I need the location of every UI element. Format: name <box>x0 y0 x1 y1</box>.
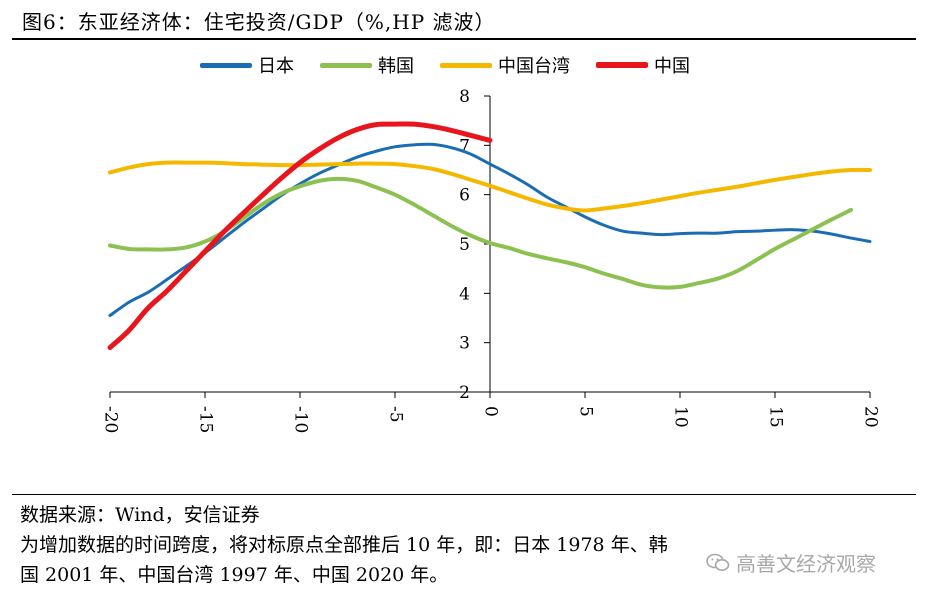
bottom-rule <box>12 494 916 495</box>
x-tick-label: -20 <box>101 406 121 433</box>
legend-swatch-japan <box>200 62 252 68</box>
y-tick-label: 4 <box>459 284 470 304</box>
y-tick-label: 8 <box>459 87 470 107</box>
legend-swatch-taiwan <box>440 62 492 68</box>
legend-item-korea: 韩国 <box>320 52 414 78</box>
series-line-taiwan <box>108 160 872 213</box>
source-note: 数据来源：Wind，安信证券 <box>20 504 260 526</box>
watermark-text: 高善文经济观察 <box>736 552 876 576</box>
legend-label-japan: 日本 <box>258 56 294 77</box>
chart-title: 图6：东亚经济体：住宅投资/GDP（%,HP 滤波） <box>22 10 496 34</box>
x-tick-label: -5 <box>386 406 406 423</box>
x-tick-label: 10 <box>671 406 691 428</box>
x-tick-label: -15 <box>196 406 216 433</box>
x-tick-label: 0 <box>481 406 501 417</box>
legend-swatch-korea <box>320 62 372 68</box>
x-tick-label: 5 <box>576 406 596 417</box>
y-tick-label: 3 <box>459 334 470 354</box>
watermark: 高善文经济观察 <box>706 548 876 577</box>
legend-label-korea: 韩国 <box>378 56 414 77</box>
legend-item-china: 中国 <box>596 52 690 78</box>
legend: 日本 韩国 中国台湾 中国 <box>200 52 690 78</box>
line-chart: 2 3 4 5 6 7 8 -20 -15 -10 -5 0 5 10 15 20 <box>101 87 881 433</box>
explanation-line-2: 国 2001 年、中国台湾 1997 年、中国 2020 年。 <box>20 564 449 586</box>
x-tick-label: -10 <box>291 406 311 433</box>
legend-item-taiwan: 中国台湾 <box>440 52 570 78</box>
y-tick-label: 2 <box>459 383 470 403</box>
series-line-japan <box>108 142 872 318</box>
footer: 数据来源：Wind，安信证券 为增加数据的时间跨度，将对标原点全部推后 10 年… <box>20 500 668 590</box>
x-tick-label: 15 <box>766 406 786 428</box>
x-tick-label: 20 <box>861 406 881 428</box>
wechat-icon <box>706 553 730 571</box>
y-tick-label: 5 <box>459 235 470 255</box>
top-rule <box>12 38 916 40</box>
legend-item-japan: 日本 <box>200 52 294 78</box>
legend-label-china: 中国 <box>654 56 690 77</box>
legend-swatch-china <box>596 62 648 68</box>
explanation-line-1: 为增加数据的时间跨度，将对标原点全部推后 10 年，即：日本 1978 年、韩 <box>20 534 668 556</box>
y-tick-label: 7 <box>459 136 470 156</box>
series-line-china <box>107 121 493 351</box>
legend-label-taiwan: 中国台湾 <box>498 56 570 77</box>
y-tick-label: 6 <box>459 186 470 206</box>
